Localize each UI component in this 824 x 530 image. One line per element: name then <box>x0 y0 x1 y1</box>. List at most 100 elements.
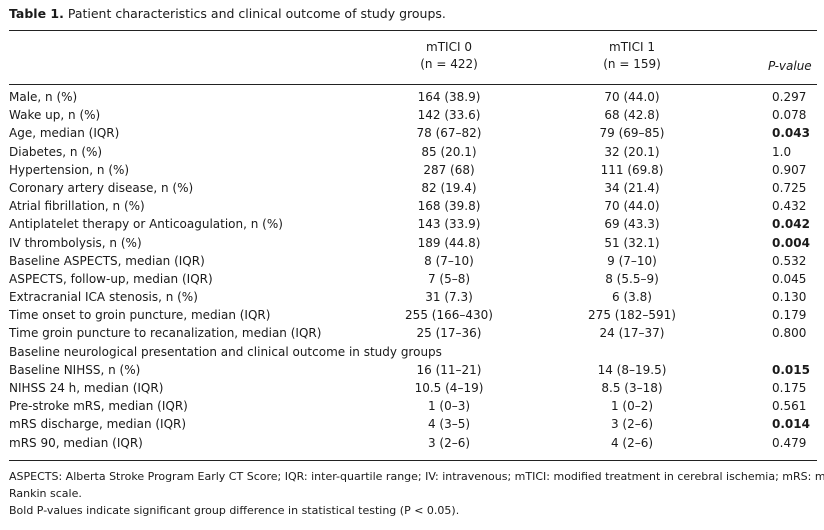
row-mtici0-value: 78 (67–82) <box>416 126 482 141</box>
row-mtici0-value: 164 (38.9) <box>417 90 481 104</box>
row-mtici1-value: 275 (182–591) <box>588 308 676 323</box>
row-label: Age, median (IQR) <box>9 126 120 141</box>
row-label: Antiplatelet therapy or Anticoagulation,… <box>9 217 283 232</box>
row-mtici0-value: 85 (20.1) <box>421 144 477 159</box>
header-pvalue: P-value <box>768 59 812 73</box>
row-mtici0-value: 82 (19.4) <box>421 180 477 195</box>
row-mtici1-value: 70 (44.0) <box>604 90 660 104</box>
row-label: Time onset to groin puncture, median (IQ… <box>9 308 271 323</box>
row-mtici1-value: 32 (20.1) <box>604 144 660 159</box>
row-label: mRS discharge, median (IQR) <box>9 417 187 432</box>
row-label: Baseline NIHSS, n (%) <box>9 362 141 377</box>
row-label: NIHSS 24 h, median (IQR) <box>9 381 164 395</box>
row-mtici1-value: 8.5 (3–18) <box>601 381 663 395</box>
row-mtici1-value: 1 (0–2) <box>610 399 654 414</box>
row-mtici0-value: 1 (0–3) <box>427 399 471 414</box>
row-label: mRS 90, median (IQR) <box>9 435 143 450</box>
row-label: Pre-stroke mRS, median (IQR) <box>9 399 188 414</box>
row-label: Diabetes, n (%) <box>9 144 103 159</box>
table-row: Male, n (%) 164 (38.9) 70 (44.0) 0.297 <box>0 88 824 106</box>
footnote-abbreviations-cont: Rankin scale. <box>9 487 82 500</box>
table-caption-label: Table 1. <box>9 6 64 21</box>
row-mtici0-value: 8 (7–10) <box>424 253 474 268</box>
row-pvalue: 0.725 <box>772 180 807 195</box>
row-label: IV thrombolysis, n (%) <box>9 235 142 250</box>
row-pvalue: 0.297 <box>772 90 807 104</box>
row-pvalue: 0.130 <box>772 290 807 305</box>
table-row: Hypertension, n (%) 287 (68) 111 (69.8) 0.9… <box>0 161 824 179</box>
row-pvalue: 0.479 <box>772 435 807 450</box>
row-label: Time groin puncture to recanalization, m… <box>9 326 322 341</box>
table-caption-text: Patient characteristics and clinical out… <box>67 6 446 21</box>
row-mtici0-value: 287 (68) <box>423 162 475 177</box>
row-label: Baseline neurological presentation and c… <box>9 344 442 359</box>
row-pvalue: 0.014 <box>772 417 810 432</box>
row-pvalue: 0.004 <box>772 235 810 250</box>
table-body: Male, n (%) 164 (38.9) 70 (44.0) 0.297 Wake … <box>0 88 824 452</box>
row-pvalue: 0.175 <box>772 381 807 395</box>
row-label: Coronary artery disease, n (%) <box>9 180 194 195</box>
row-mtici0-value: 168 (39.8) <box>417 199 481 214</box>
row-mtici1-value: 9 (7–10) <box>607 253 657 268</box>
row-mtici1-value: 111 (69.8) <box>600 162 664 177</box>
table-caption: Table 1. Patient characteristics and cli… <box>9 6 446 21</box>
row-mtici1-value: 69 (43.3) <box>604 217 660 232</box>
row-pvalue: 0.179 <box>772 308 807 323</box>
row-pvalue: 0.043 <box>772 126 810 141</box>
row-label: Wake up, n (%) <box>9 108 101 123</box>
row-mtici0-value: 31 (7.3) <box>425 290 473 305</box>
row-pvalue: 0.907 <box>772 162 807 177</box>
row-mtici0-value: 142 (33.6) <box>417 108 481 123</box>
row-mtici0-value: 10.5 (4–19) <box>414 381 484 395</box>
table-row: Diabetes, n (%) 85 (20.1) 32 (20.1) 1.0 <box>0 143 824 161</box>
row-label: Male, n (%) <box>9 90 78 104</box>
header-mtici1: mTICI 1 (n = 159) <box>572 40 692 71</box>
table-row: Antiplatelet therapy or Anticoagulation,… <box>0 215 824 233</box>
row-mtici1-value: 79 (69–85) <box>599 126 665 141</box>
row-label: Baseline ASPECTS, median (IQR) <box>9 253 205 268</box>
row-mtici0-value: 3 (2–6) <box>427 435 471 450</box>
row-pvalue: 0.800 <box>772 326 807 341</box>
table-row: IV thrombolysis, n (%) 189 (44.8) 51 (32.1… <box>0 234 824 252</box>
header-mtici0: mTICI 0 (n = 422) <box>396 40 502 71</box>
row-mtici1-value: 68 (42.8) <box>604 108 660 123</box>
row-pvalue: 0.561 <box>772 399 807 414</box>
row-mtici1-value: 70 (44.0) <box>604 199 660 214</box>
bottom-rule <box>9 460 817 461</box>
top-rule <box>9 30 817 31</box>
row-pvalue: 1.0 <box>772 144 792 159</box>
table-row: mRS 90, median (IQR) 3 (2–6) 4 (2–6) 0.479 <box>0 434 824 452</box>
table-row: Time onset to groin puncture, median (IQ… <box>0 306 824 324</box>
row-pvalue: 0.042 <box>772 217 810 232</box>
row-pvalue: 0.078 <box>772 108 807 123</box>
row-label: Atrial fibrillation, n (%) <box>9 199 145 214</box>
row-mtici0-value: 255 (166–430) <box>405 308 493 323</box>
row-mtici0-value: 143 (33.9) <box>417 217 481 232</box>
row-mtici0-value: 189 (44.8) <box>417 235 481 250</box>
row-label: Extracranial ICA stenosis, n (%) <box>9 290 198 305</box>
row-mtici1-value: 3 (2–6) <box>610 417 654 432</box>
row-mtici1-value: 14 (8–19.5) <box>597 362 667 377</box>
header-mtici0-n: (n = 422) <box>420 57 478 71</box>
row-mtici0-value: 16 (11–21) <box>416 362 482 377</box>
row-mtici0-value: 4 (3–5) <box>427 417 471 432</box>
row-mtici1-value: 6 (3.8) <box>612 290 652 305</box>
row-pvalue: 0.432 <box>772 199 807 214</box>
table-row: Atrial fibrillation, n (%) 168 (39.8) 70 (… <box>0 197 824 215</box>
table-row: ASPECTS, follow-up, median (IQR) 7 (5–8) 8… <box>0 270 824 288</box>
row-mtici1-value: 24 (17–37) <box>599 326 665 341</box>
table-row: Time groin puncture to recanalization, m… <box>0 324 824 342</box>
header-mtici1-n: (n = 159) <box>603 57 661 71</box>
row-mtici0-value: 25 (17–36) <box>416 326 482 341</box>
table-row: Extracranial ICA stenosis, n (%) 31 (7.3)… <box>0 288 824 306</box>
footnote-abbreviations: ASPECTS: Alberta Stroke Program Early CT… <box>9 470 824 483</box>
row-mtici1-value: 8 (5.5–9) <box>605 271 659 286</box>
header-rule <box>9 84 817 85</box>
table-row: Coronary artery disease, n (%) 82 (19.4) 3… <box>0 179 824 197</box>
table-row: mRS discharge, median (IQR) 4 (3–5) 3 (2–6… <box>0 415 824 433</box>
row-pvalue: 0.532 <box>772 253 807 268</box>
table-row: Wake up, n (%) 142 (33.6) 68 (42.8) 0.078 <box>0 106 824 124</box>
row-mtici1-value: 51 (32.1) <box>604 235 660 250</box>
row-pvalue: 0.045 <box>772 271 807 286</box>
table-row: NIHSS 24 h, median (IQR) 10.5 (4–19) 8.5 (… <box>0 379 824 397</box>
